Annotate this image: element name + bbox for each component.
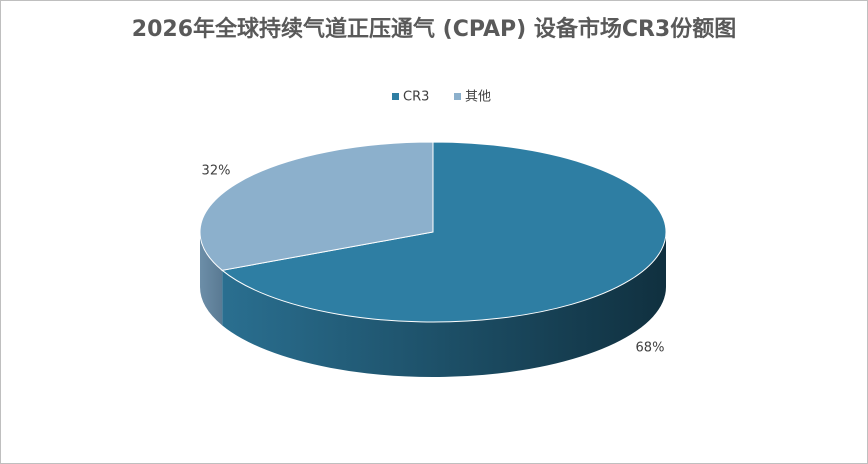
pie-slice — [221, 141, 667, 323]
pie-sides — [200, 232, 666, 377]
pie-side — [200, 232, 223, 326]
pie-side — [222, 232, 666, 377]
data-label: 32% — [202, 163, 231, 178]
legend-marker — [392, 93, 399, 100]
pie-slice — [199, 141, 434, 271]
legend: CR3 其他 — [392, 90, 491, 105]
legend-label: CR3 — [403, 90, 429, 105]
pie-tops — [199, 141, 667, 323]
chart-title: 2026年全球持续气道正压通气 (CPAP) 设备市场CR3份额图 — [132, 16, 736, 42]
legend-label: 其他 — [465, 90, 491, 105]
data-label: 68% — [636, 341, 665, 356]
legend-marker — [454, 93, 461, 100]
value-labels: 68% 32% — [202, 163, 665, 355]
